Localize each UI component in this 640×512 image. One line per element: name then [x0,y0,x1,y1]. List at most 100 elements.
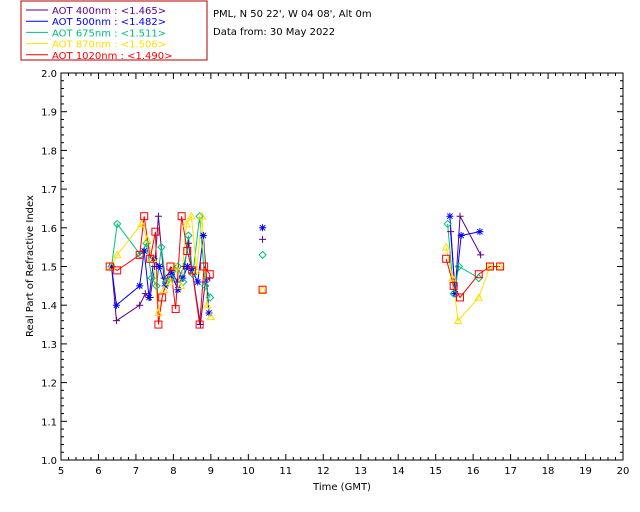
series-3-point [485,261,495,270]
series-3-point [148,254,158,263]
series-3-point [495,261,505,270]
series-4-point [496,262,505,271]
series-4-point [140,212,149,221]
series-0-point [112,317,120,325]
series-2-point [201,281,210,291]
series-2-point [454,262,464,271]
series-3-point [448,273,457,282]
series-0-point [136,301,144,309]
legend: AOT 400nm : <1.465>AOT 500nm : <1.482> AO… [26,6,172,62]
x-tick-label: 14 [392,466,405,477]
x-tick-label: 20 [617,466,630,477]
series-4-point [449,281,458,290]
x-tick-label: 6 [95,466,101,477]
date-info: Data from: 30 May 2022 [213,27,335,38]
series-0-point [456,212,464,220]
series-1-point [145,293,153,301]
series-0-point [447,228,455,236]
series-1-point [188,266,196,274]
series-3-point [258,285,267,294]
x-tick-label: 12 [317,466,330,477]
x-tick-label: 18 [542,466,555,477]
series-3-point [197,211,207,220]
legend-label-0: AOT 400nm : <1.465> [52,6,166,17]
series-2-point [112,219,122,229]
series-2-point [157,242,166,252]
y-tick-label: 1.1 [41,417,57,428]
series-1-point [476,228,484,236]
y-tick-label: 1.6 [41,224,57,235]
series-3-point [142,234,152,243]
series-1-point [136,282,144,290]
x-tick-label: 16 [467,466,480,477]
series-2-point [147,273,156,283]
y-tick-label: 2.0 [41,69,57,80]
series-2-point [152,281,161,291]
x-tick-label: 7 [133,466,139,477]
y-axis-label: Real Part of Refractive Index [25,195,36,337]
series-4-point [171,305,180,314]
series-1-point [184,263,192,270]
legend-label-3: AOT 870nm : <1.506> [52,40,166,51]
x-tick-label: 5 [58,466,64,477]
x-tick-label: 13 [354,466,367,477]
series-line-2 [447,223,480,294]
series-2-point [474,273,483,283]
series-3-point [182,219,191,228]
series-3-point [474,292,484,301]
series-2-point [258,250,267,260]
series-4-point [151,227,160,236]
station-info: PML, N 50 22', W 04 08', Alt 0m [213,9,372,20]
series-0-point [154,212,162,220]
series-3-point [453,316,463,324]
y-tick-label: 1.0 [41,456,57,467]
series-4-point [195,320,204,329]
series-1-point [446,212,454,220]
series-4-point [146,254,155,263]
series-4-point [183,247,192,256]
series-4-point [177,212,186,221]
series-2-point [173,262,183,271]
series-line-4 [109,216,211,325]
x-tick-label: 8 [170,466,176,477]
legend-label-1: AOT 500nm : <1.482> [52,17,166,28]
series-3-point [187,211,196,220]
x-tick-label: 9 [208,466,214,477]
series-3-point [159,285,169,294]
series-1-point [112,301,120,309]
series-4-point [442,254,451,263]
series-4-point [113,266,122,275]
y-tick-label: 1.2 [41,379,57,390]
series-4-point [166,262,175,271]
series-0-point [259,235,267,243]
series-1-point [161,282,169,290]
series-1-point [108,263,116,270]
series-2-point [184,231,193,240]
x-tick-label: 10 [242,466,255,477]
series-3-point [112,250,122,259]
x-tick-label: 15 [429,466,442,477]
series-1-point [155,263,163,270]
series-2-point [443,219,452,229]
x-axis-label: Time (GMT) [312,482,371,493]
series-1-point [451,290,459,298]
series-1-point [205,309,213,317]
series-1-point [140,247,148,255]
series-4-point [158,293,167,302]
series-line-1 [449,216,480,294]
axes: 5 6 7 8 9 10 11 12 13 14 15 16 17 18 19 20 1.0 1.1 1.2 1.3 1… [41,69,629,477]
series-3-point [202,300,212,309]
series-3-point [165,277,175,286]
series-4-point [474,270,483,279]
series-4-point [456,293,465,302]
series-1-point [194,278,202,286]
y-tick-label: 1.3 [41,340,57,351]
series-2-point [205,293,215,302]
series-4-point [154,320,163,329]
legend-box [20,0,208,61]
series-1-point [259,224,267,232]
series-3-point [137,219,146,228]
legend-label-4: AOT 1020nm : <1.490> [52,51,172,62]
x-tick-label: 19 [579,466,592,477]
